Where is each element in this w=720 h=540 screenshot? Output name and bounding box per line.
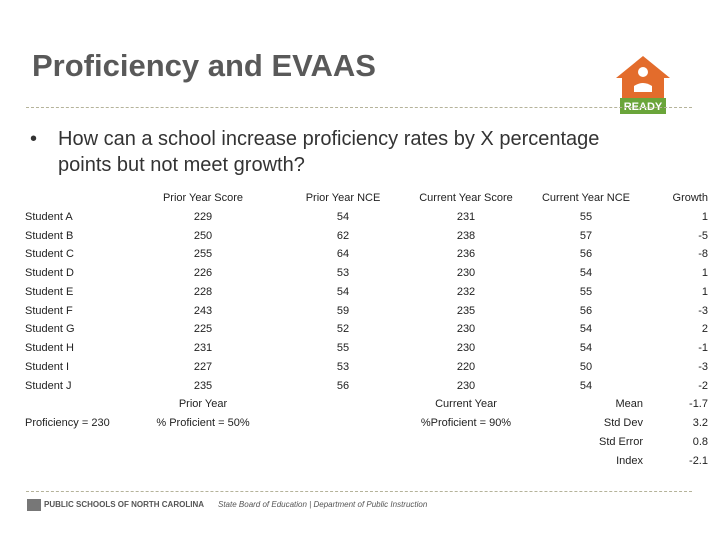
cell: 231: [193, 342, 213, 354]
row-label: Student H: [25, 342, 74, 354]
cell: 1: [701, 285, 708, 298]
cell: 230: [456, 267, 476, 279]
cell: 56: [579, 248, 593, 261]
cell: 1: [701, 267, 708, 279]
divider: [26, 491, 692, 492]
cell: 55: [579, 285, 593, 298]
cell: -8: [698, 248, 708, 261]
cell: 228: [193, 285, 213, 298]
cell: 54: [579, 342, 593, 354]
cell: 53: [336, 267, 350, 279]
stat-label: Mean: [615, 398, 643, 411]
cell: 56: [579, 304, 593, 317]
cell: 59: [336, 304, 350, 317]
cell: 231: [456, 210, 476, 223]
cell: 227: [193, 360, 213, 373]
cell: 255: [193, 248, 213, 261]
bullet-dot: •: [30, 128, 38, 150]
column-header: Current Year Score: [419, 192, 513, 204]
cell: 230: [456, 342, 476, 354]
divider: [26, 107, 692, 108]
column-header: Current Year NCE: [541, 192, 631, 204]
cell: 250: [193, 229, 213, 242]
title: Proficiency and EVAAS: [32, 48, 376, 83]
cell: 54: [579, 323, 593, 336]
column-header: Growth: [672, 192, 708, 204]
cell: 2: [701, 323, 708, 336]
cell: 55: [336, 342, 350, 354]
cell: -3: [698, 360, 708, 373]
cell: -3: [698, 304, 708, 317]
cell: 54: [336, 210, 350, 223]
footer-org: PUBLIC SCHOOLS OF NORTH CAROLINA: [44, 500, 204, 509]
row-label: Student I: [25, 360, 70, 373]
cell: 230: [456, 323, 476, 336]
row-label: Student G: [25, 323, 75, 336]
summary-label: Prior Year: [178, 398, 228, 411]
stat-value: -2.1: [689, 454, 708, 467]
cell: 235: [193, 379, 213, 392]
cell: 226: [193, 267, 213, 279]
column-header: Prior Year Score: [162, 192, 244, 204]
stat-value: 0.8: [692, 435, 708, 448]
cell: 50: [579, 360, 593, 373]
cell: 54: [336, 285, 350, 298]
cell: -1: [698, 342, 708, 354]
cell: 220: [456, 360, 476, 373]
summary-text: % Proficient = 50%: [156, 417, 250, 429]
cell: -5: [698, 229, 708, 242]
row-label: Student E: [25, 285, 74, 298]
cell: 52: [336, 323, 350, 336]
cell: 54: [579, 379, 593, 392]
row-label: Student A: [25, 210, 73, 223]
footer-icon: [27, 499, 41, 511]
stat-label: Index: [616, 454, 643, 467]
column-header: Prior Year NCE: [305, 192, 381, 204]
footer-sub: State Board of Education | Department of…: [218, 500, 428, 509]
cell: 56: [336, 379, 350, 392]
row-label: Student C: [25, 248, 74, 261]
stat-label: Std Error: [598, 435, 643, 448]
cell: 64: [336, 248, 350, 261]
cell: -2: [698, 379, 708, 392]
summary-text: Proficiency = 230: [25, 417, 110, 429]
cell: 55: [579, 210, 593, 223]
cell: 232: [456, 285, 476, 298]
stat-value: 3.2: [692, 417, 708, 429]
summary-label: Current Year: [435, 398, 497, 411]
cell: 236: [456, 248, 476, 261]
cell: 230: [456, 379, 476, 392]
bullet-text: How can a school increase proficiency ra…: [58, 128, 600, 176]
stat-value: -1.7: [689, 398, 708, 411]
cell: 235: [456, 304, 476, 317]
stat-label: Std Dev: [603, 417, 643, 429]
cell: 229: [193, 210, 213, 223]
summary-text: %Proficient = 90%: [420, 417, 512, 429]
cell: 53: [336, 360, 350, 373]
logo: READY: [616, 56, 670, 114]
cell: 1: [701, 210, 708, 223]
cell: 243: [193, 304, 213, 317]
cell: 238: [456, 229, 476, 242]
row-label: Student D: [25, 267, 74, 279]
cell: 57: [579, 229, 593, 242]
row-label: Student F: [25, 304, 73, 317]
row-label: Student J: [25, 379, 72, 392]
cell: 54: [579, 267, 593, 279]
cell: 62: [336, 229, 350, 242]
cell: 225: [193, 323, 213, 336]
row-label: Student B: [25, 229, 74, 242]
